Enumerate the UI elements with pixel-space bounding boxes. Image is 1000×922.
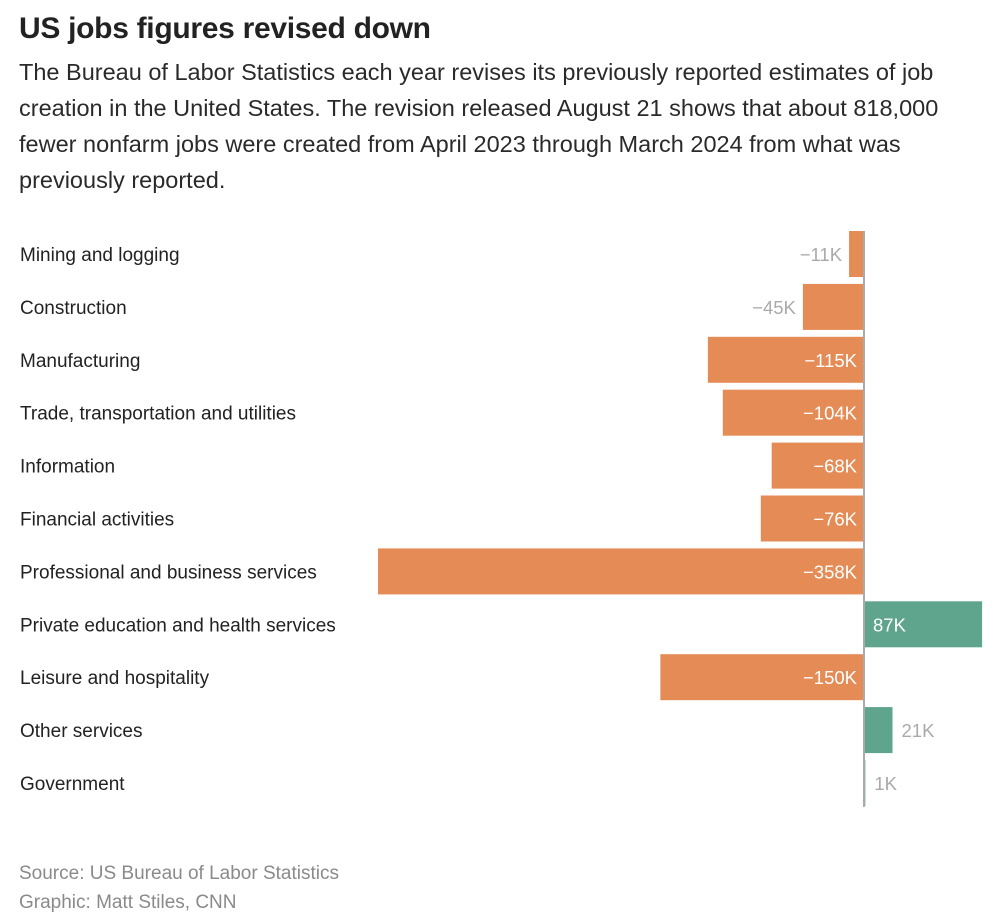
value-label: −115K xyxy=(804,350,857,371)
category-label: Professional and business services xyxy=(20,562,317,583)
bar xyxy=(378,548,864,595)
value-label: −68K xyxy=(813,456,857,477)
category-label: Private education and health services xyxy=(20,615,336,636)
category-label: Other services xyxy=(20,721,142,742)
bar xyxy=(849,231,864,277)
category-label: Trade, transportation and utilities xyxy=(20,404,296,425)
category-label: Government xyxy=(20,774,125,795)
category-label: Mining and logging xyxy=(20,245,180,266)
credit-note: Graphic: Matt Stiles, CNN xyxy=(19,892,237,913)
bar xyxy=(722,389,864,436)
bar xyxy=(707,336,864,383)
chart-subtitle: The Bureau of Labor Statistics each year… xyxy=(19,59,939,193)
bar xyxy=(864,601,983,648)
chart-title: US jobs figures revised down xyxy=(19,12,431,45)
bar xyxy=(864,707,893,754)
value-label: −45K xyxy=(752,297,796,318)
value-label: −11K xyxy=(800,244,843,265)
category-label: Leisure and hospitality xyxy=(20,668,210,689)
value-label: −150K xyxy=(803,667,858,688)
value-label: −76K xyxy=(813,509,857,530)
category-label: Manufacturing xyxy=(20,351,140,372)
category-label: Construction xyxy=(20,298,127,319)
value-label: 21K xyxy=(902,720,936,741)
footer: Source: US Bureau of Labor Statistics Gr… xyxy=(19,859,339,917)
bar xyxy=(760,495,864,542)
value-label: −104K xyxy=(803,403,858,424)
value-label: 87K xyxy=(873,614,907,635)
value-label: −358K xyxy=(803,561,858,582)
value-label: 1K xyxy=(874,773,897,794)
source-note: Source: US Bureau of Labor Statistics xyxy=(19,863,339,884)
bar xyxy=(802,283,864,330)
category-label: Information xyxy=(20,457,115,478)
bar xyxy=(660,654,864,701)
category-label: Financial activities xyxy=(20,510,174,531)
bar xyxy=(771,442,864,489)
